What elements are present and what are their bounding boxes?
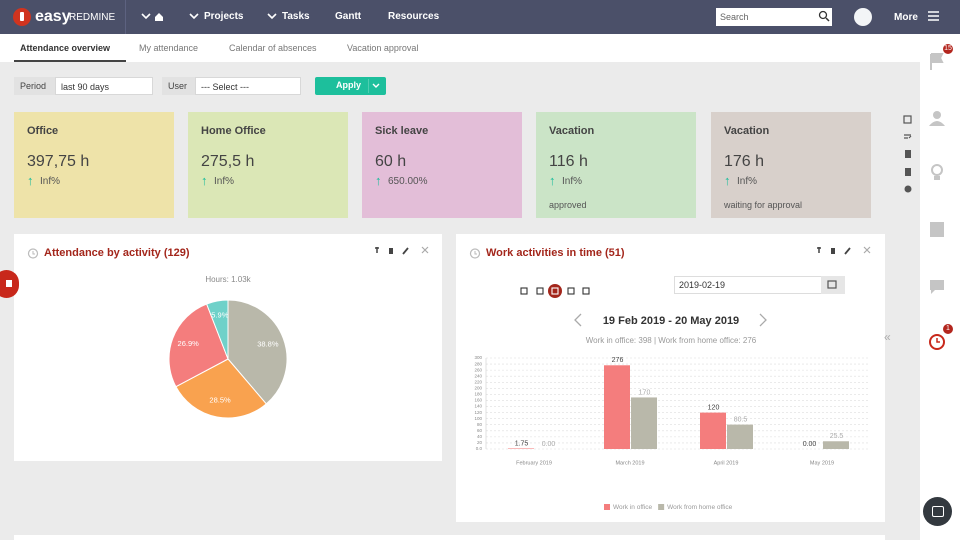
widget-panel bbox=[14, 234, 442, 461]
card-value: 397,75 h bbox=[27, 153, 90, 170]
search-icon[interactable] bbox=[818, 10, 830, 22]
card-title: Sick leave bbox=[375, 125, 429, 137]
tab[interactable]: Calendar of absences bbox=[229, 43, 317, 53]
card-tools[interactable] bbox=[902, 114, 914, 196]
tab-bar bbox=[0, 34, 920, 62]
card-title: Vacation bbox=[549, 125, 595, 137]
stat-card: Office 397,75 h ↑ Inf% bbox=[14, 112, 174, 218]
logo-redmine[interactable]: REDMINE bbox=[69, 12, 116, 23]
stat-card: Vacation 116 h ↑ Inf% approved bbox=[536, 112, 696, 218]
card-note: waiting for approval bbox=[724, 200, 803, 210]
widget-panel bbox=[456, 234, 885, 522]
divider bbox=[125, 0, 126, 34]
widget-tools[interactable] bbox=[815, 245, 873, 257]
badge: 1 bbox=[943, 324, 953, 334]
chat-icon bbox=[932, 506, 944, 517]
card-change: Inf% bbox=[40, 176, 61, 187]
range-nav[interactable] bbox=[572, 312, 770, 328]
trend-arrow: ↑ bbox=[375, 173, 382, 188]
hamburger[interactable] bbox=[927, 10, 941, 24]
card-value: 60 h bbox=[375, 153, 407, 170]
card-value: 176 h bbox=[724, 153, 765, 170]
tab[interactable]: My attendance bbox=[139, 43, 199, 53]
search-placeholder: Search bbox=[720, 12, 749, 22]
trend-arrow: ↑ bbox=[724, 173, 731, 188]
widget-title[interactable]: Work activities in time (51) bbox=[486, 247, 625, 259]
widget-tools[interactable] bbox=[373, 245, 431, 257]
period-label: Period bbox=[14, 77, 55, 95]
widget-title[interactable]: Attendance by activity (129) bbox=[44, 247, 190, 259]
alarm-icon bbox=[469, 248, 481, 259]
apply-label[interactable]: Apply bbox=[336, 80, 362, 90]
date-range: 19 Feb 2019 - 20 May 2019 bbox=[602, 315, 740, 327]
badge: 15 bbox=[943, 44, 953, 54]
date-value[interactable]: 2019-02-19 bbox=[679, 280, 726, 290]
menu-item[interactable]: Gantt bbox=[335, 11, 362, 22]
calendar-icon bbox=[827, 280, 837, 289]
stat-card: Vacation 176 h ↑ Inf% waiting for approv… bbox=[711, 112, 871, 218]
apply-dropdown[interactable] bbox=[368, 77, 384, 95]
menu-item[interactable]: Resources bbox=[388, 11, 440, 22]
more-menu[interactable]: More bbox=[894, 12, 918, 23]
user-select[interactable]: --- Select --- bbox=[195, 77, 301, 95]
stat-card: Home Office 275,5 h ↑ Inf% bbox=[188, 112, 348, 218]
tab-active[interactable]: Attendance overview bbox=[20, 43, 111, 53]
logo-easy[interactable]: easy bbox=[35, 8, 71, 25]
chevron bbox=[267, 13, 277, 20]
card-change: 650.00% bbox=[388, 176, 428, 187]
tab-underline bbox=[14, 60, 126, 62]
stat-card: Sick leave 60 h ↑ 650.00% bbox=[362, 112, 522, 218]
sidebar-collapse[interactable]: « bbox=[884, 330, 891, 344]
card-value: 116 h bbox=[549, 153, 588, 170]
avatar[interactable] bbox=[854, 8, 872, 26]
card-change: Inf% bbox=[562, 176, 583, 187]
trend-arrow: ↑ bbox=[549, 173, 556, 188]
sidebar-icons[interactable] bbox=[920, 40, 960, 360]
card-title: Office bbox=[27, 125, 59, 137]
date-picker-button[interactable] bbox=[821, 276, 845, 294]
user-label: User bbox=[162, 77, 195, 95]
side-tab-icon bbox=[6, 280, 12, 287]
tab[interactable]: Vacation approval bbox=[347, 43, 419, 53]
search-box[interactable] bbox=[716, 8, 832, 26]
card-change: Inf% bbox=[737, 176, 758, 187]
home-menu[interactable] bbox=[138, 0, 178, 34]
menu-item[interactable]: Projects bbox=[204, 11, 244, 22]
period-switch[interactable] bbox=[518, 283, 592, 299]
chevron bbox=[189, 13, 199, 20]
card-title: Vacation bbox=[724, 125, 770, 137]
logo-glyph bbox=[20, 12, 24, 21]
trend-arrow: ↑ bbox=[27, 173, 34, 188]
chat-button[interactable] bbox=[923, 497, 952, 526]
period-select[interactable]: last 90 days bbox=[55, 77, 153, 95]
card-note: approved bbox=[549, 200, 587, 210]
menu-item[interactable]: Tasks bbox=[282, 11, 310, 22]
alarm-icon bbox=[27, 248, 39, 259]
card-title: Home Office bbox=[201, 125, 266, 137]
trend-arrow: ↑ bbox=[201, 173, 208, 188]
widget-panel bbox=[14, 535, 885, 540]
card-change: Inf% bbox=[214, 176, 235, 187]
card-value: 275,5 h bbox=[201, 153, 255, 170]
